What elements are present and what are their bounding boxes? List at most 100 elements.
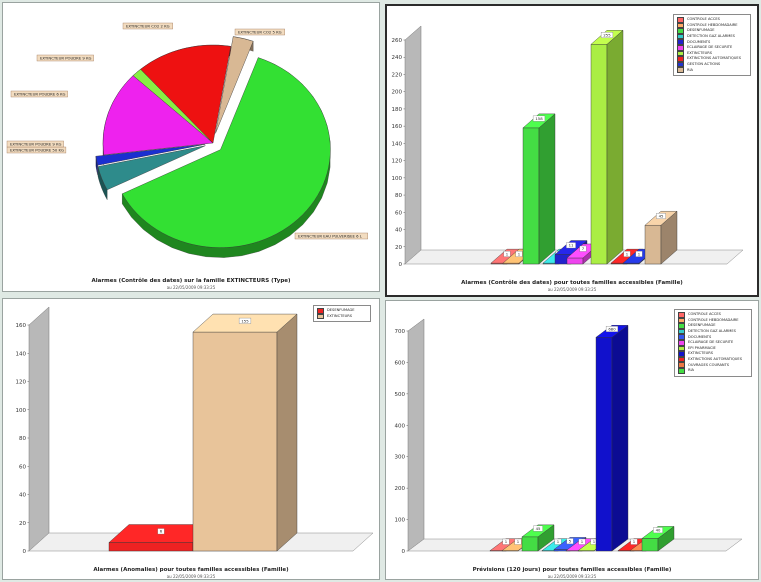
bar-side [276, 313, 298, 552]
bar-value-label: 6 [160, 529, 163, 534]
bar-front [641, 538, 659, 552]
pie-slice-label: EXTINCTEUR POUDRE 50 KG [6, 146, 67, 154]
bar-value-label: 680 [608, 326, 616, 331]
bar-value-label: 1 [633, 539, 636, 544]
y-tick-label: 140 [392, 141, 403, 147]
y-tick-label: 120 [16, 380, 27, 386]
alarms-dates-legend: CONTROLE ACCES CONTROLE HEBDOMADAIRE DESEN… [673, 14, 751, 76]
bar-value-label: 11 [569, 243, 574, 248]
pie-chart-title: Alarmes (Contrôle des dates) sur la fami… [91, 278, 291, 284]
legend-label: DESENFUMAGE [327, 308, 355, 313]
legend-entry: EXTINCTEURS [677, 50, 747, 57]
bar-value-label: 7 [582, 246, 585, 251]
pie-slice-label: EXTINCTEUR EAU PULVERISEE 6 L [294, 232, 368, 240]
legend-entry: EXTINCTIONS AUTOMATIQUES [677, 56, 747, 62]
legend-entry: DOCUMENTS [678, 334, 748, 340]
y-tick-label: 600 [395, 360, 406, 366]
legend-entry: CONTROLE HEBDOMADAIRE [678, 317, 748, 324]
bar-front [566, 257, 584, 265]
svg-text:EXTINCTEUR CO2 2 KG: EXTINCTEUR CO2 2 KG [126, 24, 170, 29]
y-tick-label: 200 [392, 90, 403, 96]
bar-value-box [566, 538, 574, 545]
legend-swatch [677, 28, 684, 34]
forecast-legend: CONTROLE ACCES CONTROLE HEBDOMADAIRE DESEN… [674, 309, 752, 377]
legend-label: DOCUMENTS [688, 334, 712, 339]
legend-label: CONTROLE HEBDOMADAIRE [687, 22, 738, 27]
y-tick-label: 40 [19, 493, 26, 499]
forecast-date: au 22/05/2009 09:33:25 [547, 574, 597, 579]
y-tick-label: 220 [392, 72, 403, 78]
legend-swatch [678, 328, 685, 335]
bar-value-label: 1 [626, 251, 629, 256]
anomalies-date: au 22/05/2009 09:33:25 [166, 574, 216, 579]
bar-value-label: 5 [569, 539, 572, 544]
bar-value-label: 255 [603, 33, 611, 38]
legend-swatch [677, 50, 684, 57]
bar: 45 [644, 210, 678, 265]
legend-label: DETECTION GAZ ALARMES [688, 328, 736, 333]
y-tick-label: 260 [392, 38, 403, 44]
bar-value-box [579, 245, 587, 252]
bar-value-box [533, 525, 543, 532]
legend-label: RIA [687, 67, 694, 72]
legend-entry: ECLAIRAGE DE SECURITE [677, 44, 747, 51]
legend-entry: RIA [678, 367, 748, 374]
anomalies-bar-chart: 0 20 40 60 80 100 120 140 160 6 155 [16, 306, 374, 555]
legend-label: ECLAIRAGE DE SECURITE [688, 340, 734, 345]
pie-slice [140, 44, 231, 144]
legend-label: EXTINCTEURS [687, 50, 712, 55]
legend-label: DESENFUMAGE [688, 323, 716, 328]
y-tick-label: 160 [16, 323, 27, 329]
legend-swatch [678, 317, 685, 324]
pie-slice-label: EXTINCTEUR POUDRE 9 KG [6, 140, 64, 148]
bar-front [590, 44, 608, 265]
y-tick-label: 180 [392, 107, 403, 113]
bar-value-box [623, 250, 631, 257]
legend-entry: CONTROLE HEBDOMADAIRE [677, 22, 747, 29]
pie-chart-panel: EXTINCTEUR EAU PULVERISEE 6 L EXTINCTEUR … [2, 2, 380, 292]
bar-value-box [502, 538, 510, 545]
y-tick-label: 0 [23, 549, 27, 555]
bar-value-box [635, 250, 643, 257]
pie-slice-label: EXTINCTEUR POUDRE 9 KG [36, 54, 94, 62]
legend-entry: DOCUMENTS [677, 39, 747, 45]
bar: 680 [595, 324, 629, 552]
chart-side-wall [407, 318, 425, 552]
legend-swatch [677, 67, 684, 73]
legend-entry: DESENFUMAGE [677, 28, 747, 34]
bar-value-box [554, 538, 562, 545]
legend-label: EPI PHARMACIE [688, 345, 716, 350]
y-tick-label: 300 [395, 455, 406, 461]
bar: 155 [192, 313, 298, 552]
bar-value-box [630, 538, 638, 545]
bar-value-label: 1 [581, 539, 584, 544]
legend-entry: ECLAIRAGE DE SECURITE [678, 339, 748, 346]
legend-entry: GESTION ACTIONS [677, 61, 747, 68]
anomalies-panel: 0 20 40 60 80 100 120 140 160 6 155 DESENFUMAGE EXT… [2, 298, 380, 580]
y-tick-label: 140 [16, 351, 27, 357]
bar-front [522, 127, 540, 265]
bar-value-box [238, 317, 252, 324]
bar-value-label: 1 [518, 251, 521, 256]
alarms-dates-date: au 22/05/2009 09:33:25 [547, 287, 597, 292]
bar-value-box [514, 538, 522, 545]
bar-value-box [503, 250, 511, 257]
legend-swatch [678, 312, 685, 318]
legend-label: EXTINCTEURS [688, 351, 713, 356]
pie-slice-label: EXTINCTEUR CO2 5 KG [234, 28, 285, 36]
legend-entry: CONTROLE ACCES [677, 17, 747, 23]
bar-value-label: 158 [535, 116, 543, 121]
legend-label: RIA [688, 368, 695, 373]
bar-front [108, 542, 194, 552]
bar-value-box [515, 250, 523, 257]
legend-label: DOCUMENTS [687, 39, 711, 44]
legend-entry: DETECTION GAZ ALARMES [678, 328, 748, 335]
pie-slice [215, 36, 254, 134]
y-tick-label: 120 [392, 159, 403, 165]
legend-swatch [677, 44, 684, 51]
pie-chart: EXTINCTEUR EAU PULVERISEE 6 L EXTINCTEUR … [6, 22, 368, 258]
legend-entry: DETECTION GAZ ALARMES [677, 33, 747, 40]
legend-label: CONTROLE HEBDOMADAIRE [688, 317, 739, 322]
bar-value-box [605, 326, 619, 332]
